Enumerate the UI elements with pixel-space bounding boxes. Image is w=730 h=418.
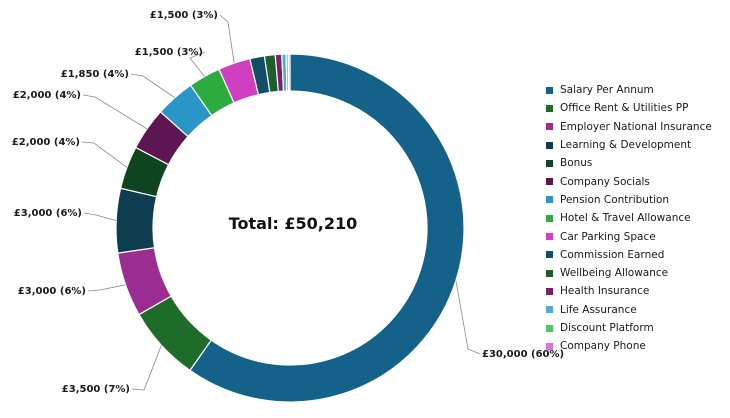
slice-group [115,53,465,403]
legend-item: Employer National Insurance [546,118,726,136]
leader-line [83,212,117,221]
legend-item: Wellbeing Allowance [546,264,726,282]
legend-item: Company Phone [546,337,726,355]
legend-swatch [546,86,553,94]
slice-learning-development [115,187,158,254]
legend-label: Health Insurance [560,285,650,298]
legend-label: Employer National Insurance [560,120,712,133]
legend-label: Salary Per Annum [560,84,654,97]
data-label: £1,850 (4%) [61,69,129,80]
legend-label: Wellbeing Allowance [560,267,669,280]
legend-item: Car Parking Space [546,227,726,245]
legend-item: Health Insurance [546,282,726,300]
legend-label: Discount Platform [560,322,654,334]
legend-label: Life Assurance [560,303,637,316]
data-label: £3,000 (6%) [18,286,86,297]
legend-item: Bonus [546,154,726,172]
data-label: £30,000 (60%) [482,349,564,360]
legend-item: Office Rent & Utilities PP [546,99,726,117]
leader-line [81,141,128,168]
legend-label: Learning & Development [560,139,692,152]
legend-label: Pension Contribution [560,193,670,206]
legend-label: Company Phone [560,340,646,353]
data-label-group: £30,000 (60%) £3,500 (7%) £3,000 (6%) £3,00… [12,10,564,395]
data-label: £1,500 (3%) [150,10,218,21]
legend-item: Life Assurance [546,301,726,319]
leader-line [82,94,148,130]
legend-label: Commission Earned [560,248,665,261]
legend-item: Discount Platform [546,319,726,337]
legend-swatch [546,324,553,332]
data-label: £2,000 (4%) [12,137,80,148]
legend-item: Company Socials [546,172,726,190]
data-label: £1,500 (3%) [135,47,203,58]
legend-label: Office Rent & Utilities PP [560,102,689,115]
leader-line [87,284,126,292]
legend-swatch [546,178,553,186]
legend-swatch [546,287,553,295]
data-label: £3,500 (7%) [62,384,130,395]
leader-line [130,73,175,98]
legend-swatch [546,159,553,167]
leader-line [131,345,162,391]
data-label: £2,000 (4%) [13,90,81,101]
legend-swatch [546,306,553,314]
center-total-label: Total: £50,210 [229,214,358,233]
slice-salary-per-annum [189,53,465,403]
legend-swatch [546,233,553,241]
data-label: £3,000 (6%) [14,208,82,219]
legend-label: Company Socials [560,175,650,188]
legend-swatch [546,269,553,277]
legend: Salary Per Annum Office Rent & Utilities … [546,81,726,355]
legend-swatch [546,196,553,204]
leader-line [455,280,481,355]
legend-swatch [546,123,553,131]
legend-item: Hotel & Travel Allowance [546,209,726,227]
legend-swatch [546,214,553,222]
leader-line [189,51,206,77]
legend-label: Car Parking Space [560,230,656,243]
legend-item: Salary Per Annum [546,81,726,99]
legend-item: Pension Contribution [546,191,726,209]
legend-item: Learning & Development [546,136,726,154]
leader-line [219,14,235,64]
legend-swatch [546,141,553,149]
legend-item: Commission Earned [546,246,726,264]
leader-line-group [81,14,481,391]
legend-swatch [546,342,553,350]
legend-swatch [546,251,553,259]
legend-swatch [546,104,553,112]
legend-label: Hotel & Travel Allowance [560,212,691,225]
legend-label: Bonus [560,157,593,170]
slice-company-phone [287,53,291,92]
